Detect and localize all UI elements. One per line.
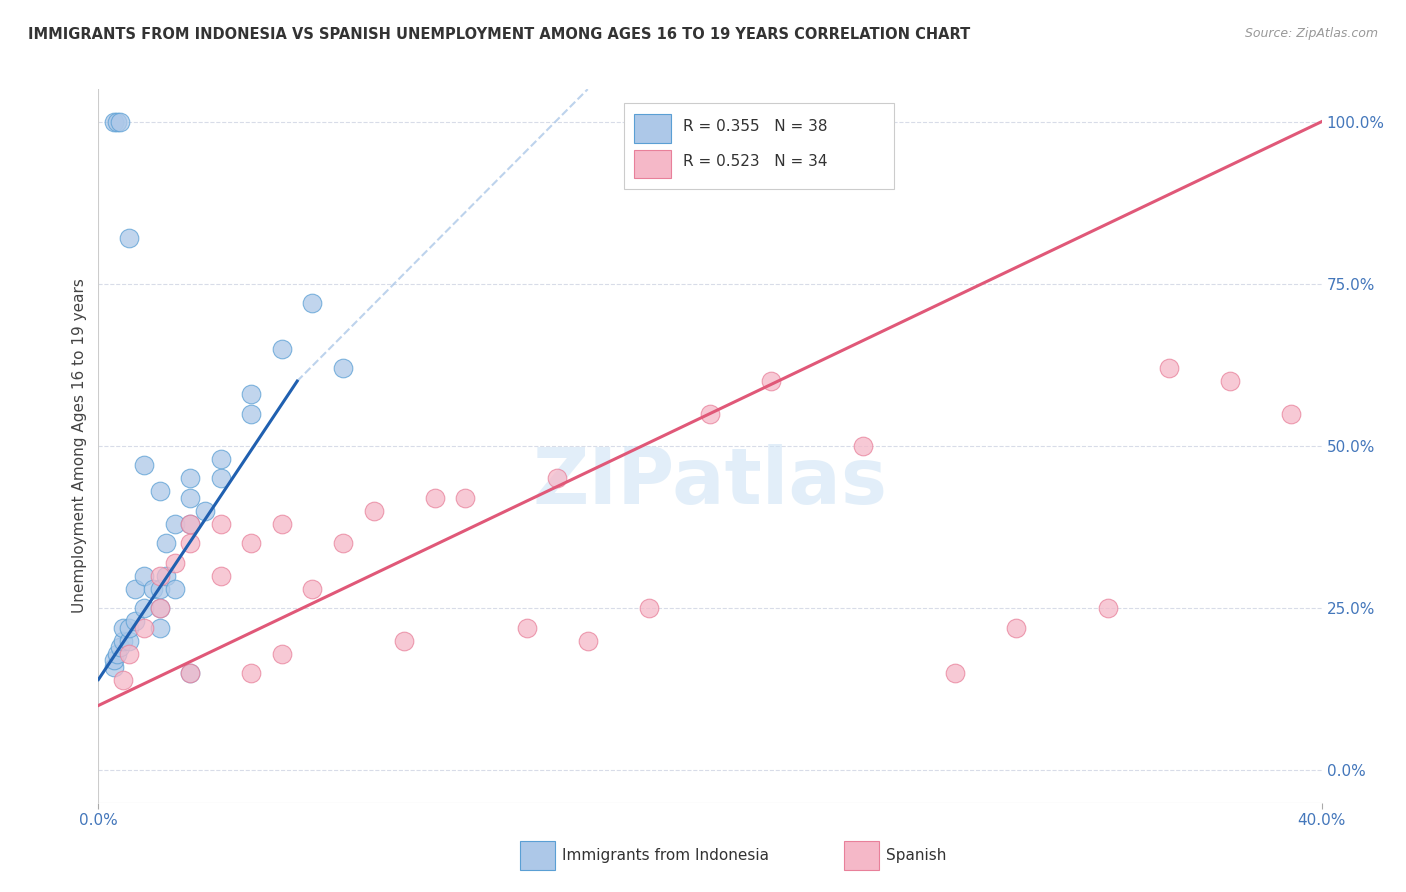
Point <box>301 582 323 596</box>
Point <box>699 407 721 421</box>
Point <box>240 407 263 421</box>
Point <box>943 666 966 681</box>
Point <box>270 516 294 531</box>
Point <box>546 471 568 485</box>
Text: IMMIGRANTS FROM INDONESIA VS SPANISH UNEMPLOYMENT AMONG AGES 16 TO 19 YEARS CORR: IMMIGRANTS FROM INDONESIA VS SPANISH UNE… <box>28 27 970 42</box>
Point <box>209 568 232 582</box>
Point <box>103 114 125 128</box>
Point <box>103 653 125 667</box>
Point <box>111 673 134 687</box>
Point <box>118 621 141 635</box>
Point <box>209 516 232 531</box>
Point <box>111 621 134 635</box>
Point <box>240 387 263 401</box>
Point <box>149 568 172 582</box>
Point <box>163 582 186 596</box>
Point <box>108 640 131 654</box>
Point <box>163 556 186 570</box>
Point <box>108 114 131 128</box>
Point <box>759 374 782 388</box>
Point <box>1157 361 1180 376</box>
Text: R = 0.523   N = 34: R = 0.523 N = 34 <box>683 154 828 169</box>
Point <box>1097 601 1119 615</box>
Point <box>179 516 201 531</box>
Point <box>576 633 599 648</box>
Point <box>179 666 201 681</box>
Point <box>179 536 201 550</box>
Point <box>155 568 177 582</box>
Point <box>194 504 217 518</box>
Y-axis label: Unemployment Among Ages 16 to 19 years: Unemployment Among Ages 16 to 19 years <box>72 278 87 614</box>
Point <box>149 484 172 499</box>
Text: R = 0.355   N = 38: R = 0.355 N = 38 <box>683 119 828 134</box>
Point <box>149 601 172 615</box>
Point <box>637 601 661 615</box>
Point <box>392 633 416 648</box>
Point <box>105 647 128 661</box>
Point <box>179 491 201 505</box>
Point <box>134 621 156 635</box>
Point <box>270 647 294 661</box>
Text: Spanish: Spanish <box>886 848 946 863</box>
Point <box>301 296 323 310</box>
Point <box>179 666 201 681</box>
Point <box>124 582 146 596</box>
Point <box>179 471 201 485</box>
Point <box>179 516 201 531</box>
Point <box>516 621 538 635</box>
Point <box>134 568 156 582</box>
Point <box>363 504 385 518</box>
Point <box>163 516 186 531</box>
Point <box>134 601 156 615</box>
Point <box>124 614 146 628</box>
Point <box>209 471 232 485</box>
Point <box>111 633 134 648</box>
Point <box>1004 621 1026 635</box>
Text: ZIPatlas: ZIPatlas <box>533 443 887 520</box>
Point <box>332 536 354 550</box>
Point <box>118 647 141 661</box>
Point <box>240 536 263 550</box>
Point <box>149 582 172 596</box>
Point <box>1219 374 1241 388</box>
Point <box>270 342 294 356</box>
Point <box>149 621 172 635</box>
Point <box>142 582 165 596</box>
FancyBboxPatch shape <box>624 103 894 189</box>
Point <box>118 633 141 648</box>
Point <box>209 452 232 467</box>
Text: Immigrants from Indonesia: Immigrants from Indonesia <box>562 848 769 863</box>
Text: Source: ZipAtlas.com: Source: ZipAtlas.com <box>1244 27 1378 40</box>
FancyBboxPatch shape <box>634 150 671 178</box>
Point <box>155 536 177 550</box>
Point <box>118 231 141 245</box>
Point <box>105 114 128 128</box>
Point <box>103 659 125 673</box>
Point <box>423 491 446 505</box>
Point <box>332 361 354 376</box>
Point <box>134 458 156 473</box>
Point <box>1279 407 1302 421</box>
Point <box>852 439 875 453</box>
FancyBboxPatch shape <box>634 114 671 143</box>
Point <box>149 601 172 615</box>
Point <box>454 491 477 505</box>
Point <box>240 666 263 681</box>
